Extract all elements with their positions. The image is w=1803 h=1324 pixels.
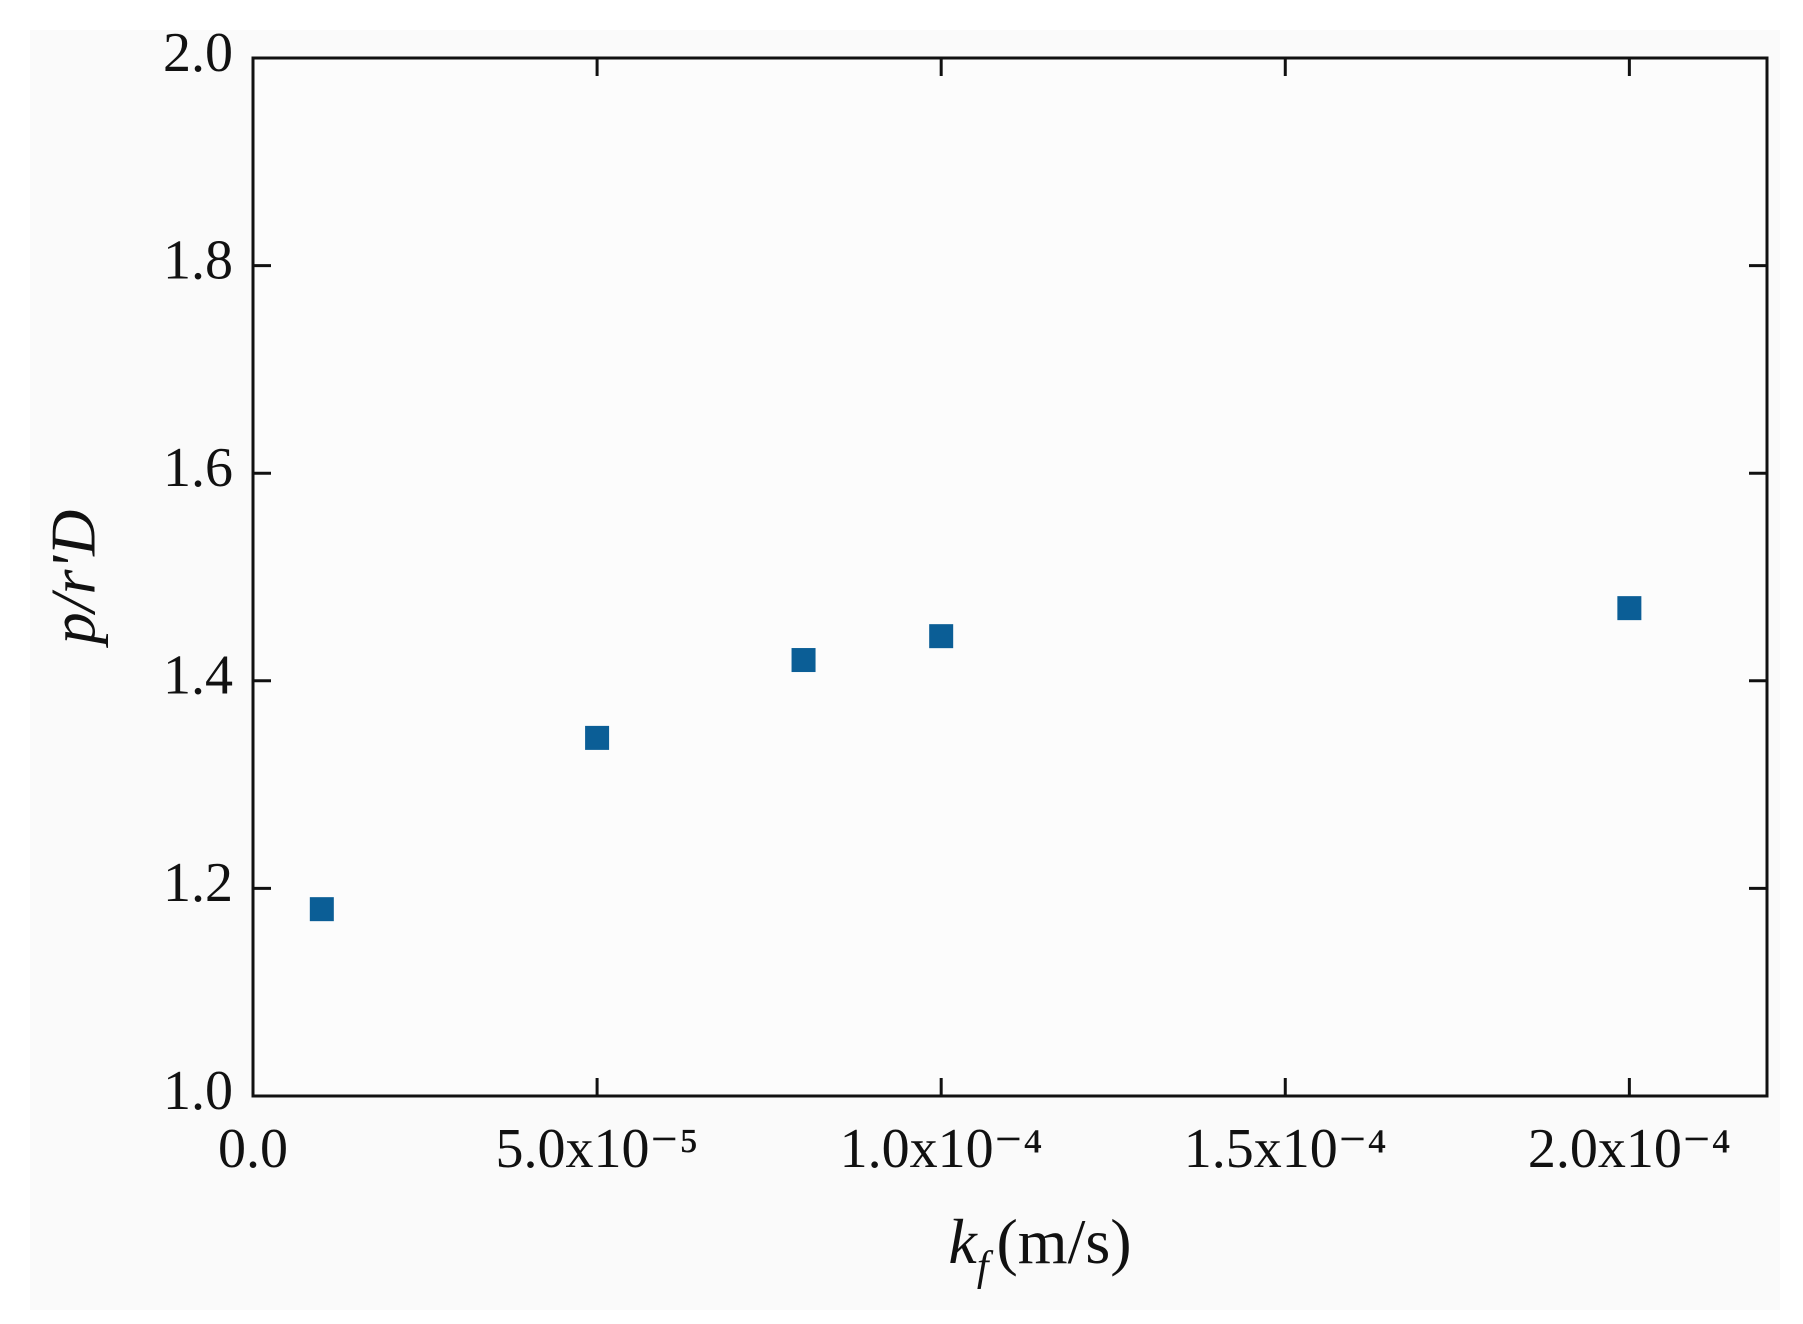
scatter-point	[585, 725, 610, 750]
y-axis-label: p/r'D	[38, 510, 109, 649]
x-label-symbol: k	[948, 1206, 978, 1277]
y-tick-label: 1.0	[163, 1060, 233, 1122]
x-label-unit: (m/s)	[996, 1206, 1131, 1277]
x-tick-label: 0.0	[218, 1118, 288, 1180]
x-tick-label: 5.0x10⁻⁵	[496, 1118, 699, 1180]
x-axis-label: kf (m/s)	[948, 1206, 1131, 1290]
y-tick-label: 1.8	[163, 229, 233, 291]
scatter-point	[1617, 596, 1642, 621]
scatter-point	[309, 897, 334, 922]
y-tick-label: 2.0	[163, 22, 233, 84]
x-tick-label: 2.0x10⁻⁴	[1528, 1118, 1731, 1180]
plot-frame	[251, 56, 1769, 1098]
y-tick-label: 1.2	[163, 852, 233, 914]
x-tick-label: 1.5x10⁻⁴	[1184, 1118, 1387, 1180]
scatter-point	[929, 624, 954, 649]
y-tick-label: 1.6	[163, 437, 233, 499]
y-tick-label: 1.4	[163, 645, 233, 707]
scatter-point	[791, 648, 816, 673]
x-tick-label: 1.0x10⁻⁴	[840, 1118, 1043, 1180]
